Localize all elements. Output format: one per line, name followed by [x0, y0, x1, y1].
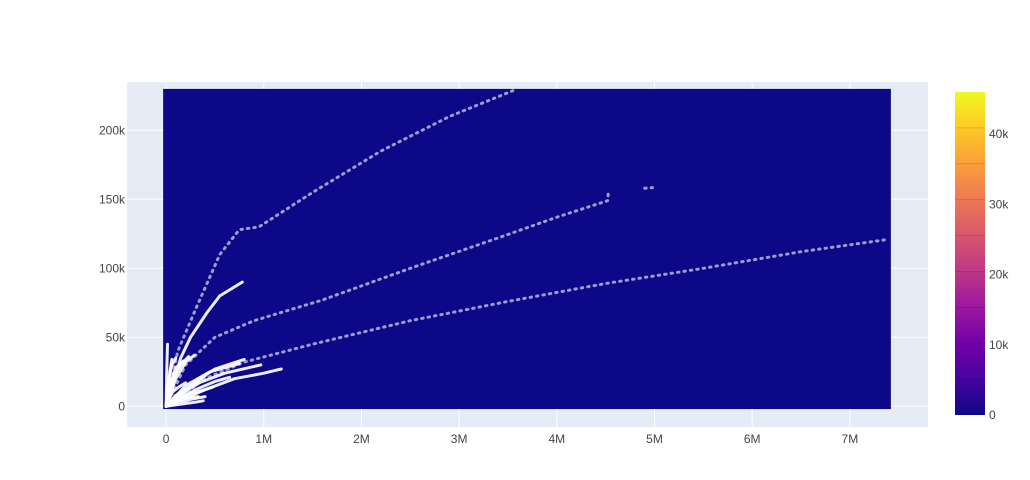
x-axis-tick-labels: 0 1M 2M 3M 4M 5M 6M 7M — [163, 432, 858, 446]
colorbar-tick-label: 30k — [989, 197, 1009, 211]
trace-line — [164, 188, 611, 408]
trace-line — [643, 186, 654, 190]
colorbar-gradient — [955, 92, 985, 415]
heatmap-area — [163, 88, 891, 410]
x-tick-label: 6M — [744, 432, 761, 446]
x-tick-label: 5M — [646, 432, 663, 446]
y-tick-label: 150k — [99, 192, 126, 206]
x-tick-label: 1M — [255, 432, 272, 446]
y-tick-label: 50k — [106, 330, 126, 344]
trace-line — [164, 395, 200, 408]
x-tick-label: 2M — [353, 432, 370, 446]
x-tick-label: 4M — [548, 432, 565, 446]
colorbar: 0 10k 20k 30k 40k — [955, 92, 1009, 422]
trace-line — [164, 374, 207, 408]
trace-line — [164, 342, 169, 408]
y-tick-label: 200k — [99, 123, 126, 137]
y-tick-label: 0 — [118, 399, 125, 413]
x-tick-label: 3M — [451, 432, 468, 446]
x-tick-label: 0 — [163, 432, 170, 446]
colorbar-tick-label: 40k — [989, 127, 1009, 141]
colorbar-tick-label: 20k — [989, 268, 1009, 282]
trace-line — [164, 399, 205, 408]
traces — [164, 88, 891, 408]
colorbar-tick-label: 10k — [989, 338, 1009, 352]
trace-line — [164, 237, 891, 408]
y-axis-tick-labels: 0 50k 100k 150k 200k — [99, 123, 126, 413]
y-tick-label: 100k — [99, 261, 126, 275]
colorbar-tick-label: 0 — [989, 408, 996, 422]
trace-line — [164, 363, 263, 408]
trace-line — [164, 367, 283, 408]
trace-line — [164, 381, 188, 408]
trace-line — [164, 88, 516, 408]
x-tick-label: 7M — [842, 432, 859, 446]
